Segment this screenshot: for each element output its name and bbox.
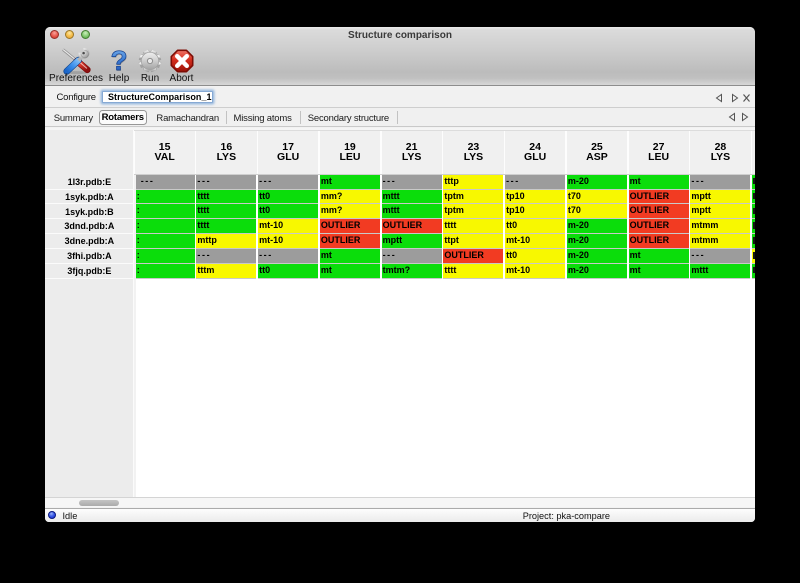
svg-text:?: ? <box>111 46 128 76</box>
svg-text:?: ? <box>110 46 127 76</box>
